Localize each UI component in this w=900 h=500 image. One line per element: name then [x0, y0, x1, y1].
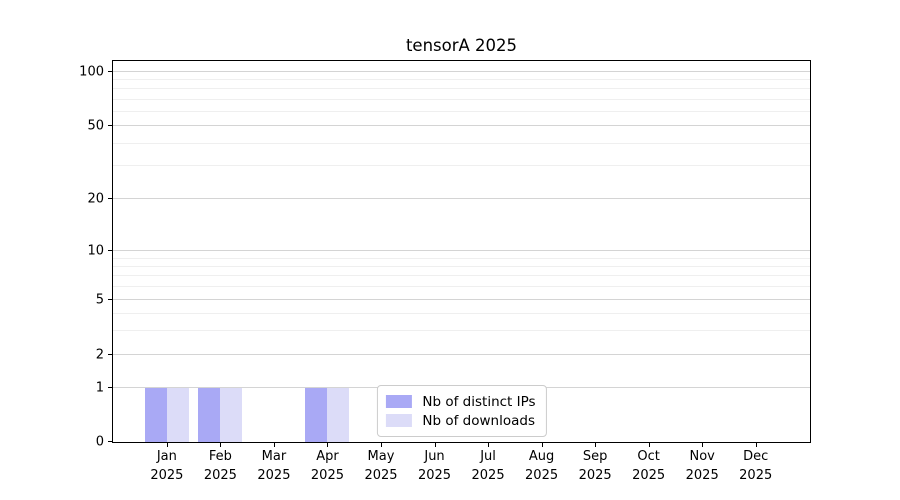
legend-swatch-downloads: [385, 414, 412, 427]
legend-swatch-distinct-ips: [385, 395, 412, 408]
gridline-minor-9: [113, 257, 810, 259]
x-tick-may: [380, 442, 382, 447]
y-tick-50: [108, 124, 113, 126]
y-tick-label-2: 2: [95, 347, 104, 363]
gridline-minor-80: [113, 88, 810, 90]
x-tick-label-may: May 2025: [364, 449, 398, 483]
gridline-minor-6: [113, 286, 810, 288]
y-tick-label-0: 0: [95, 434, 104, 450]
gridline-minor-4: [113, 312, 810, 314]
legend-entry-downloads: Nb of downloads: [385, 411, 535, 430]
legend-label-distinct-ips: Nb of distinct IPs: [422, 393, 536, 410]
gridline-major-10: [113, 250, 810, 252]
y-tick-label-100: 100: [79, 64, 104, 80]
x-tick-feb: [220, 442, 222, 447]
x-tick-label-nov: Nov 2025: [685, 449, 719, 483]
gridline-major-2: [113, 354, 810, 356]
x-tick-sep: [595, 442, 597, 447]
legend-label-downloads: Nb of downloads: [422, 412, 535, 429]
chart-title: tensorA 2025: [405, 36, 518, 55]
y-tick-5: [108, 299, 113, 301]
gridline-minor-90: [113, 78, 810, 80]
gridline-major-20: [113, 197, 810, 199]
x-tick-apr: [327, 442, 329, 447]
y-tick-0: [108, 441, 113, 442]
y-tick-100: [108, 70, 113, 72]
gridline-minor-40: [113, 142, 810, 144]
x-tick-aug: [541, 442, 543, 447]
y-tick-label-5: 5: [95, 292, 104, 308]
y-tick-label-1: 1: [95, 380, 104, 396]
x-tick-label-aug: Aug 2025: [525, 449, 559, 483]
y-tick-20: [108, 197, 113, 199]
x-tick-nov: [702, 442, 704, 447]
gridline-minor-60: [113, 110, 810, 112]
gridline-minor-7: [113, 275, 810, 277]
gridline-minor-3: [113, 330, 810, 332]
x-tick-label-mar: Mar 2025: [257, 449, 291, 483]
x-tick-oct: [648, 442, 650, 447]
bar-apr-distinct-ips: [305, 387, 328, 442]
bar-jan-distinct-ips: [144, 387, 167, 442]
x-tick-dec: [755, 442, 757, 447]
gridline-major-5: [113, 299, 810, 301]
bar-feb-downloads: [220, 387, 243, 442]
x-tick-label-apr: Apr 2025: [310, 449, 344, 483]
x-tick-label-feb: Feb 2025: [203, 449, 237, 483]
y-tick-10: [108, 250, 113, 252]
x-tick-label-jan: Jan 2025: [150, 449, 184, 483]
gridline-minor-70: [113, 98, 810, 100]
plot-area: Nb of distinct IPs Nb of downloads 0 1 2 5 1…: [79, 60, 811, 483]
y-tick-2: [108, 354, 113, 356]
x-tick-jul: [488, 442, 490, 447]
y-tick-label-50: 50: [87, 118, 104, 134]
gridline-minor-8: [113, 265, 810, 267]
x-tick-label-sep: Sep 2025: [578, 449, 612, 483]
bar-jan-downloads: [166, 387, 189, 442]
x-tick-jan: [166, 442, 168, 447]
y-tick-1: [108, 386, 113, 388]
y-tick-label-10: 10: [87, 243, 104, 259]
bar-feb-distinct-ips: [198, 387, 221, 442]
y-tick-label-20: 20: [87, 191, 104, 207]
x-tick-label-dec: Dec 2025: [739, 449, 773, 483]
x-tick-mar: [273, 442, 275, 447]
gridline-minor-30: [113, 165, 810, 167]
x-tick-label-jul: Jul 2025: [471, 449, 505, 483]
gridline-major-50: [113, 124, 810, 126]
x-tick-label-jun: Jun 2025: [417, 449, 452, 483]
legend: Nb of distinct IPs Nb of downloads: [376, 385, 547, 437]
gridline-major-100: [113, 70, 810, 72]
x-tick-jun: [434, 442, 436, 447]
legend-entry-distinct-ips: Nb of distinct IPs: [385, 392, 536, 411]
x-tick-label-oct: Oct 2025: [632, 449, 666, 483]
bar-apr-downloads: [327, 387, 350, 442]
